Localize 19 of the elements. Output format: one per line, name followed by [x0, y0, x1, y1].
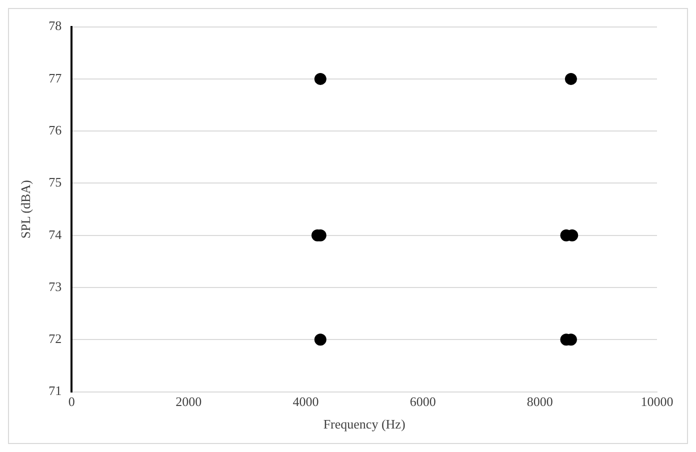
y-tick-label: 75	[48, 174, 62, 190]
x-tick-label: 8000	[526, 394, 553, 410]
point	[314, 72, 326, 85]
x-tick-label: 0	[68, 394, 75, 410]
x-axis-title: Frequency (Hz)	[323, 416, 406, 432]
y-axis-title: SPL (dBA)	[18, 180, 34, 238]
y-tick-label: 71	[48, 383, 62, 398]
x-tick-label: 6000	[410, 394, 436, 410]
point	[564, 72, 577, 85]
y-tick-label: 72	[48, 331, 62, 346]
point	[314, 334, 326, 346]
y-tick-label: 76	[48, 122, 62, 138]
x-tick-label: 2000	[176, 394, 202, 410]
y-tick-label: 78	[48, 18, 62, 34]
x-tick-label: 10000	[640, 394, 674, 410]
y-tick-label: 73	[48, 278, 62, 294]
y-tick-label: 77	[48, 70, 62, 86]
y-tick-label: 74	[48, 226, 62, 242]
x-tick-label: 4000	[292, 394, 319, 410]
